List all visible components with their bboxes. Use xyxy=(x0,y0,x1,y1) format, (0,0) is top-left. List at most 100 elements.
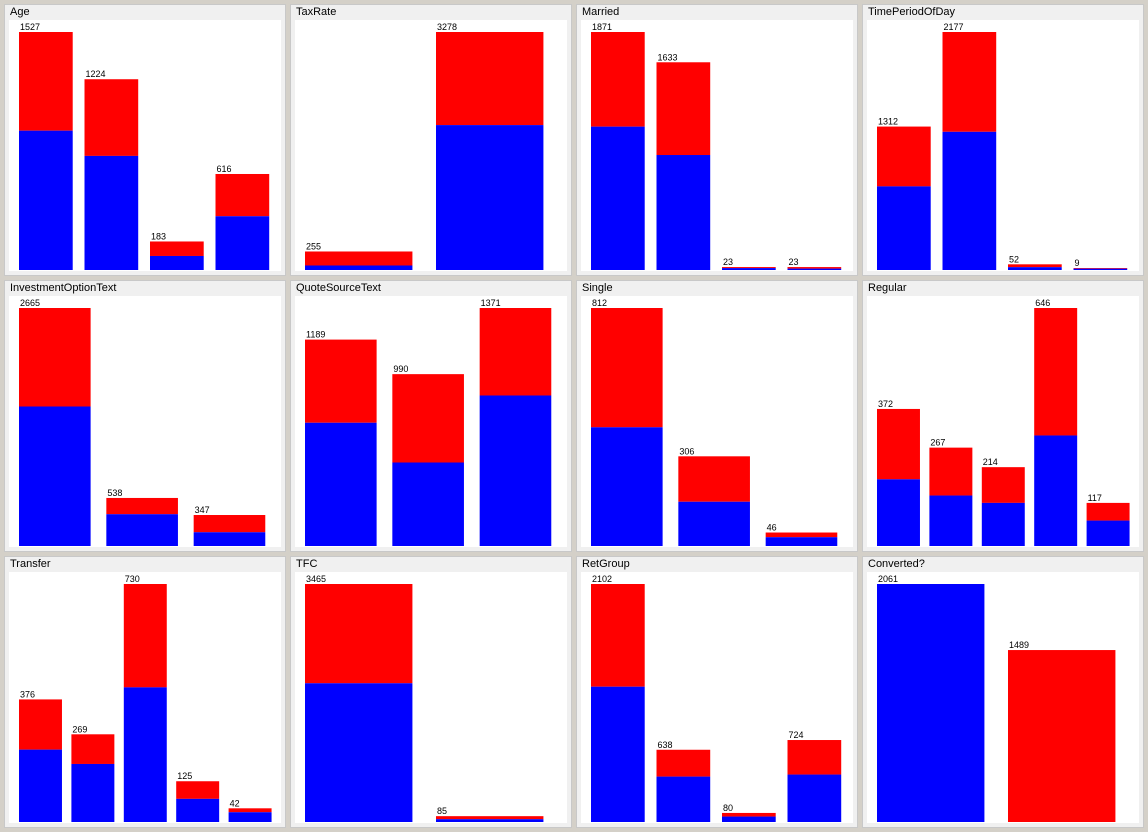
bar: 267 xyxy=(929,438,973,546)
bar-segment-blue xyxy=(1086,520,1130,546)
chart-title: Age xyxy=(10,6,30,18)
bar-segment-blue xyxy=(1008,267,1062,270)
bar-chart: 2102 638 80 724 xyxy=(591,574,842,822)
data-label: 1371 xyxy=(481,298,501,308)
bar: 1312 xyxy=(877,117,931,270)
bar-segment-red xyxy=(787,740,842,775)
bar-segment-blue xyxy=(392,462,464,546)
plot-area: 376 269 730 125 42 xyxy=(9,572,281,823)
bar-segment-blue xyxy=(591,686,645,822)
chart-title: Regular xyxy=(868,282,907,294)
data-label: 183 xyxy=(151,231,166,241)
chart-title: QuoteSourceText xyxy=(296,282,381,294)
bar-segment-red xyxy=(123,584,167,688)
bar-segment-blue xyxy=(877,186,931,270)
bar-segment-red xyxy=(942,32,997,132)
bar-chart: 1189 990 1371 xyxy=(305,298,552,546)
bar-segment-blue xyxy=(787,774,842,822)
chart-title: Transfer xyxy=(10,558,51,570)
bar-chart: 372 267 214 646 117 xyxy=(877,298,1130,546)
data-label: 812 xyxy=(592,298,607,308)
bar: 1489 xyxy=(1008,640,1116,822)
plot-area: 255 3278 xyxy=(295,20,567,271)
data-label: 1527 xyxy=(20,22,40,32)
bar-segment-red xyxy=(71,734,115,764)
bar-segment-red xyxy=(106,497,178,515)
data-label: 23 xyxy=(789,257,799,267)
data-label: 52 xyxy=(1009,254,1019,264)
bar: 306 xyxy=(678,446,750,546)
bar-segment-blue xyxy=(1034,435,1078,546)
bar: 730 xyxy=(123,574,167,822)
data-label: 1871 xyxy=(592,22,612,32)
data-label: 1189 xyxy=(306,330,325,340)
bar: 538 xyxy=(106,488,178,546)
data-label: 117 xyxy=(1088,493,1102,503)
bar-segment-blue xyxy=(19,749,62,822)
chart-title: TFC xyxy=(296,558,318,570)
bar-segment-blue xyxy=(19,406,91,546)
bar-segment-red xyxy=(591,308,663,428)
bar-segment-red xyxy=(436,32,544,126)
bar-segment-blue xyxy=(106,514,178,546)
bar: 2665 xyxy=(19,298,91,546)
data-label: 990 xyxy=(393,364,408,374)
plot-area: 2061 1489 xyxy=(867,572,1139,823)
bar: 1371 xyxy=(479,298,552,546)
bar-segment-blue xyxy=(722,816,776,822)
bar-segment-red xyxy=(877,408,920,480)
bar-segment-blue xyxy=(305,683,413,822)
chart-title: Single xyxy=(582,282,613,294)
bar: 1527 xyxy=(19,22,73,270)
chart-panel: Age 1527 1224 183 616 xyxy=(4,4,286,276)
bar: 52 xyxy=(1008,254,1062,270)
data-label: 2102 xyxy=(592,574,612,584)
bar-chart: 1312 2177 52 9 xyxy=(877,22,1128,270)
bar-segment-red xyxy=(84,79,139,156)
bar: 376 xyxy=(19,689,62,822)
data-label: 3465 xyxy=(306,574,326,584)
bar: 2061 xyxy=(877,574,985,822)
data-label: 538 xyxy=(107,488,122,498)
data-label: 616 xyxy=(217,164,232,174)
bar-segment-blue xyxy=(71,763,115,822)
bar: 1189 xyxy=(305,330,377,546)
bar-segment-red xyxy=(591,584,645,687)
bar: 23 xyxy=(787,257,842,270)
bar-segment-blue xyxy=(84,155,139,270)
bar: 117 xyxy=(1086,493,1130,546)
data-label: 2061 xyxy=(878,574,898,584)
data-label: 255 xyxy=(306,241,321,251)
plot-area: 2665 538 347 xyxy=(9,296,281,547)
bar: 80 xyxy=(722,803,776,822)
bar-segment-blue xyxy=(656,776,711,822)
bar-segment-blue xyxy=(929,495,973,546)
plot-area: 1871 1633 23 23 xyxy=(581,20,853,271)
bar: 724 xyxy=(787,730,842,822)
data-label: 1633 xyxy=(658,52,678,62)
bar-segment-red xyxy=(305,251,413,266)
chart-panel: TaxRate 255 3278 xyxy=(290,4,572,276)
bar-segment-red xyxy=(981,467,1025,503)
bar-segment-blue xyxy=(877,479,920,546)
bar-segment-blue xyxy=(19,130,73,270)
bar: 125 xyxy=(176,771,220,822)
bar-segment-red xyxy=(19,32,73,131)
bar-segment-blue xyxy=(877,584,985,822)
data-label: 9 xyxy=(1075,258,1080,268)
chart-panel: Converted? 2061 1489 xyxy=(862,556,1144,828)
chart-title: InvestmentOptionText xyxy=(10,282,117,294)
bar-segment-blue xyxy=(591,126,645,271)
data-label: 646 xyxy=(1035,298,1050,308)
data-label: 42 xyxy=(230,798,240,808)
plot-area: 812 306 46 xyxy=(581,296,853,547)
bar-chart: 2061 1489 xyxy=(877,574,1116,822)
bar-chart: 812 306 46 xyxy=(591,298,838,546)
bar-segment-blue xyxy=(678,501,750,546)
plot-area: 1189 990 1371 xyxy=(295,296,567,547)
bar-segment-blue xyxy=(436,125,544,270)
data-label: 80 xyxy=(723,803,733,813)
plot-area: 372 267 214 646 117 xyxy=(867,296,1139,547)
data-label: 1489 xyxy=(1009,640,1029,650)
chart-title: TimePeriodOfDay xyxy=(868,6,956,18)
